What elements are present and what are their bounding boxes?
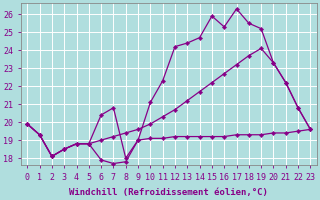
X-axis label: Windchill (Refroidissement éolien,°C): Windchill (Refroidissement éolien,°C) xyxy=(69,188,268,197)
